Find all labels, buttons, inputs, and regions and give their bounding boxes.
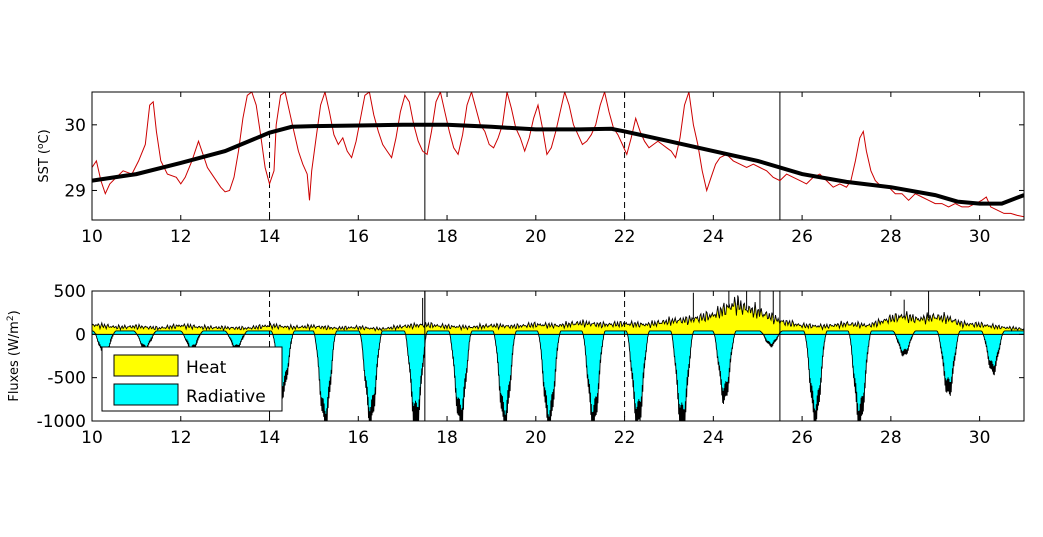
sst-x-tick-label: 14	[259, 227, 281, 247]
radiative-flux-area	[92, 330, 1024, 421]
flux-y-tick-label: 500	[54, 282, 86, 302]
flux-y-tick-label: -500	[47, 369, 86, 389]
sst-y-axis: 29 30	[64, 116, 1024, 201]
sst-x-tick-label: 30	[969, 227, 991, 247]
heat-flux-outline	[92, 296, 1024, 332]
flux-x-tick-label: 14	[259, 428, 281, 448]
flux-x-tick-label: 16	[347, 428, 369, 448]
flux-x-tick-label: 10	[81, 428, 103, 448]
sst-y-axis-title: SST (oC)	[36, 129, 52, 182]
sst-y-tick-label: 29	[64, 181, 86, 201]
legend-radiative-swatch	[113, 383, 179, 406]
legend-heat-swatch	[113, 354, 179, 377]
sst-x-tick-label: 28	[880, 227, 902, 247]
flux-axes-frame	[91, 290, 1025, 422]
flux-x-tick-label: 18	[436, 428, 458, 448]
flux-panel: 10 12 14 16 18 20 22 24 26 28 30 500 0 -500 -1000 Flu…	[6, 282, 1025, 448]
sst-x-tick-label: 24	[703, 227, 725, 247]
legend-heat-label: Heat	[186, 358, 227, 378]
sst-x-tick-label: 20	[525, 227, 547, 247]
flux-x-tick-label: 26	[791, 428, 813, 448]
flux-x-tick-label: 30	[969, 428, 991, 448]
flux-y-axis: 500 0 -500 -1000	[37, 282, 1024, 432]
sst-event-lines	[269, 92, 781, 220]
radiative-flux-outline	[92, 330, 1024, 421]
flux-legend: Heat Radiative	[101, 346, 283, 412]
sst-x-tick-label: 16	[347, 227, 369, 247]
flux-x-tick-label: 24	[703, 428, 725, 448]
sst-x-axis: 10 12 14 16 18 20 22 24 26 28 30	[81, 92, 990, 247]
legend-radiative-label: Radiative	[186, 387, 266, 407]
flux-x-tick-label: 22	[614, 428, 636, 448]
sst-axes-frame	[91, 91, 1025, 221]
sst-x-tick-label: 12	[170, 227, 192, 247]
sst-hourly-series-line	[92, 92, 1024, 218]
flux-y-tick-label: -1000	[37, 412, 86, 432]
flux-x-tick-label: 20	[525, 428, 547, 448]
sst-panel: 10 12 14 16 18 20 22 24 26 28 30 29 30 SST (oC)	[36, 91, 1025, 247]
flux-x-axis: 10 12 14 16 18 20 22 24 26 28 30	[81, 291, 990, 448]
sst-x-tick-label: 10	[81, 227, 103, 247]
sst-y-tick-label: 30	[64, 116, 86, 136]
sst-x-tick-label: 18	[436, 227, 458, 247]
sst-smoothed-series-line	[92, 122, 1024, 206]
flux-x-tick-label: 28	[880, 428, 902, 448]
sst-plot-area	[92, 92, 1024, 220]
sst-x-tick-label: 22	[614, 227, 636, 247]
flux-x-tick-label: 12	[170, 428, 192, 448]
flux-y-axis-title: Fluxes (W/m2)	[6, 310, 22, 401]
sst-x-tick-label: 26	[791, 227, 813, 247]
flux-y-tick-label: 0	[75, 325, 86, 345]
